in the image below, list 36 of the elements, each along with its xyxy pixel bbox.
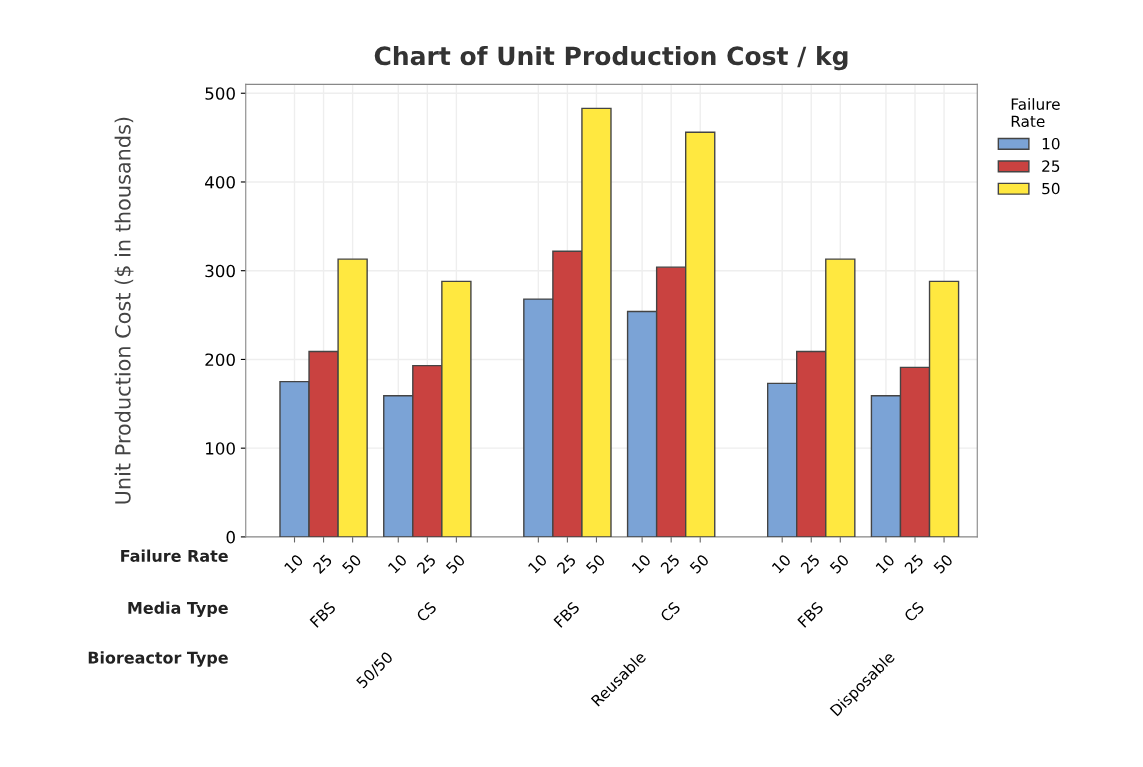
text: 50 [829, 553, 850, 575]
y-tick-label: 300 [205, 264, 235, 278]
x-tick-label: CS [903, 601, 925, 623]
y-tick-label: 100 [206, 442, 235, 455]
text: 50 [933, 553, 954, 575]
text: 10 [527, 553, 548, 574]
legend-label: 50 [1042, 182, 1060, 195]
text: 10 [875, 553, 896, 574]
text: 50 [445, 553, 466, 575]
text: 10 [283, 553, 304, 574]
text: 25 [903, 554, 925, 574]
text: Bioreactor Type [88, 651, 228, 667]
x-tick-label: CS [415, 601, 438, 623]
text: 25 [416, 554, 437, 574]
text: 10 [771, 553, 792, 574]
legend-title: Failure Rate [1011, 98, 1060, 128]
text: Media Type [128, 601, 228, 618]
y-tick-label: 0 [226, 530, 235, 544]
text: 10 [387, 553, 408, 574]
text: Failure Rate [121, 549, 228, 562]
legend-label: 25 [1042, 160, 1060, 172]
text: 25 [660, 554, 681, 574]
text: 50 [585, 553, 606, 575]
text: 25 [556, 554, 577, 574]
text: 25 [800, 554, 821, 574]
y-axis-title: Unit Production Cost ($ in thousands) [114, 117, 134, 504]
text: 50 [341, 553, 362, 575]
chart-title: Chart of Unit Production Cost / kg [374, 45, 848, 71]
y-tick-label: 500 [205, 87, 235, 100]
y-tick-label: 200 [205, 353, 235, 367]
x-tick-label: CS [659, 601, 681, 623]
text: 50 [689, 553, 710, 575]
y-tick-label: 400 [205, 175, 235, 189]
legend-label: 10 [1042, 137, 1060, 150]
text: 10 [631, 553, 652, 574]
text: 25 [312, 554, 333, 574]
